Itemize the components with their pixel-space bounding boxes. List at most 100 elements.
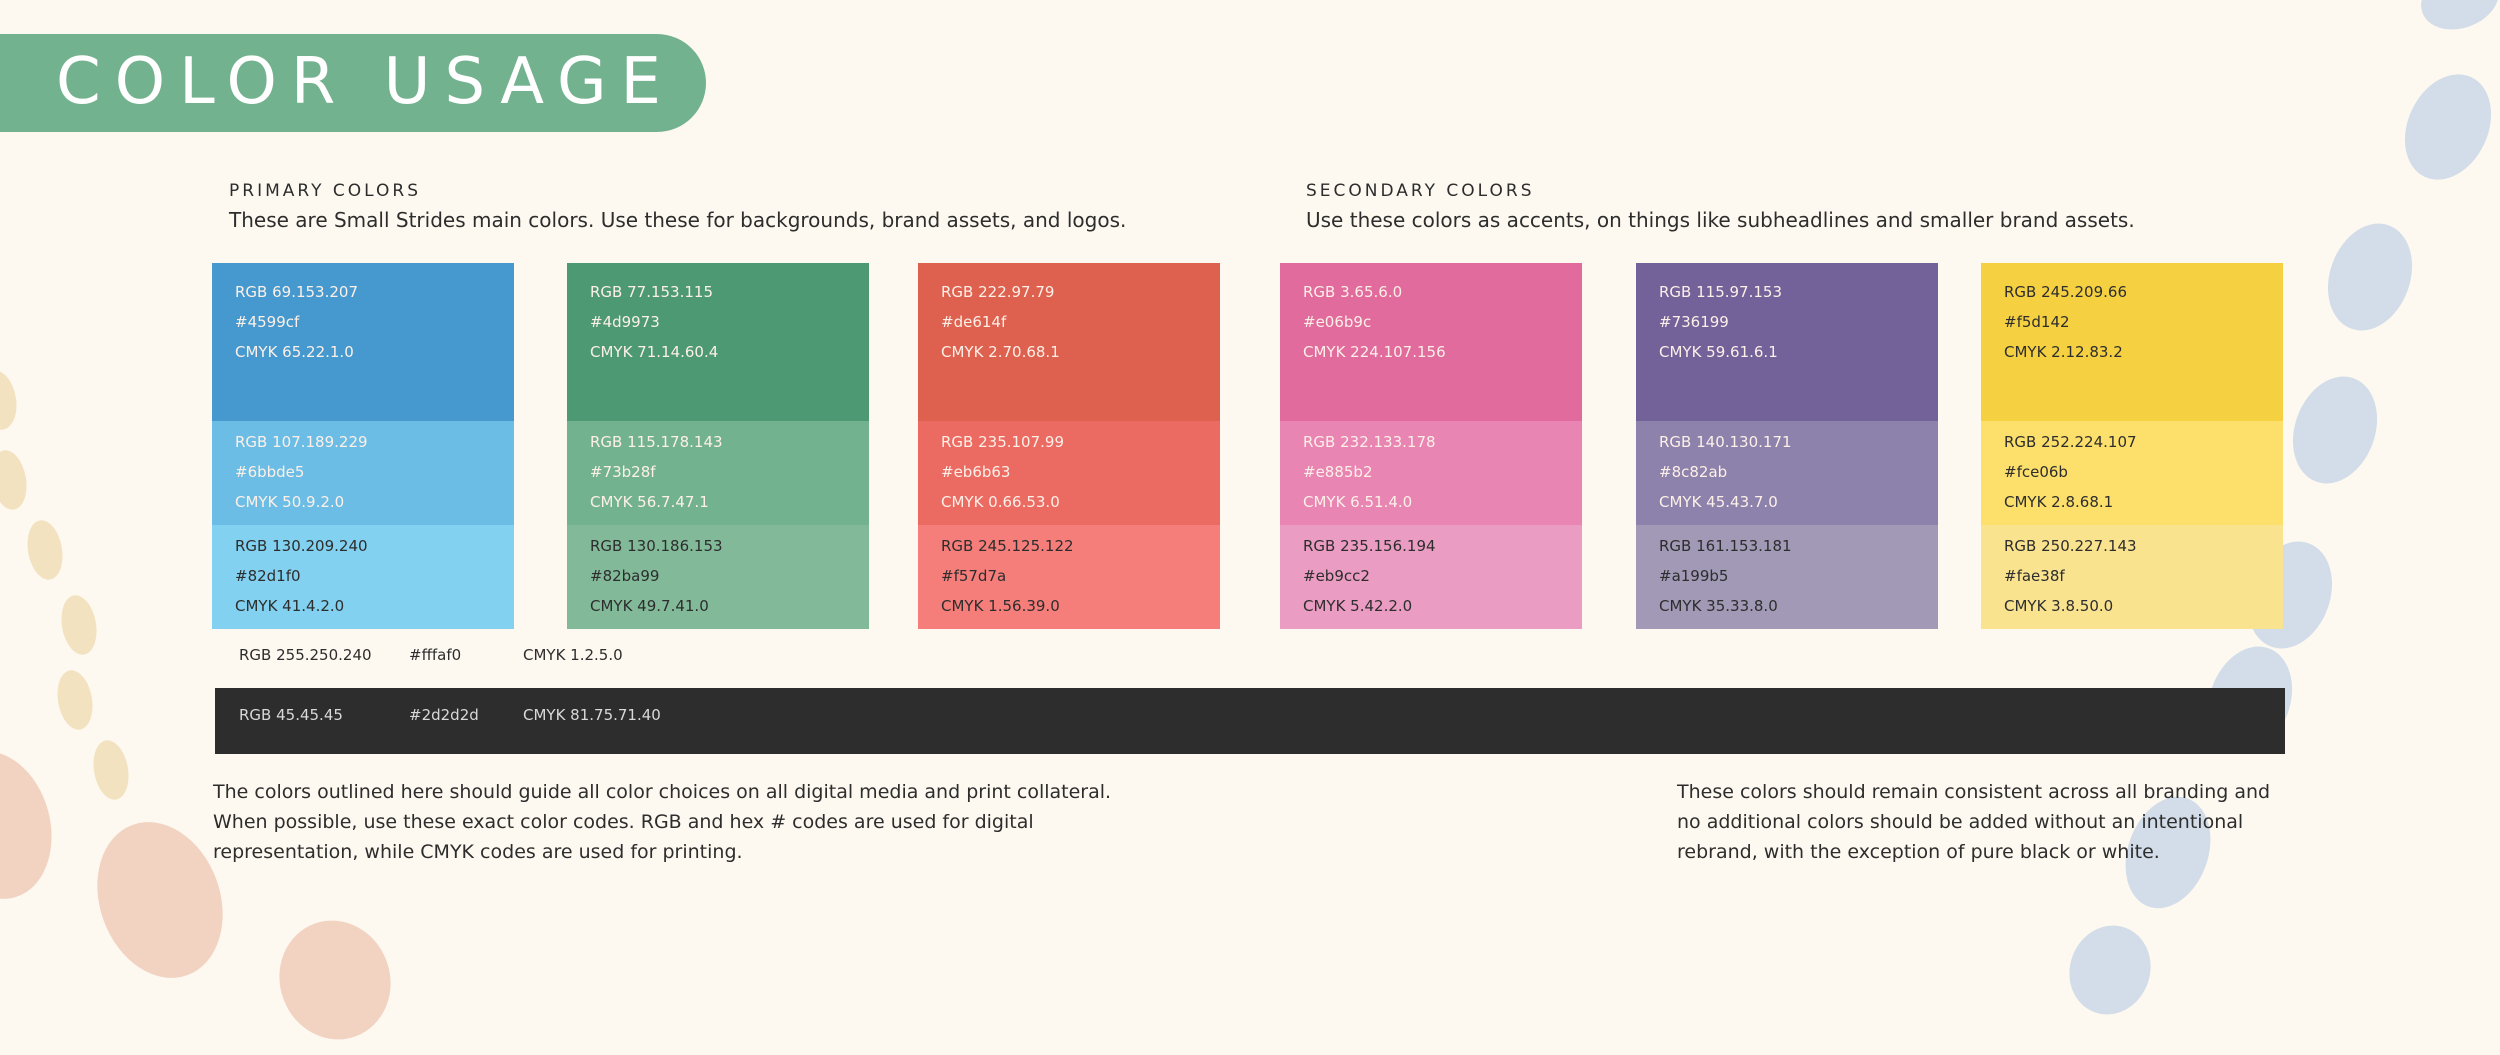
neutral-light-hex: #fffaf0	[409, 646, 462, 664]
decorative-blob	[53, 667, 97, 733]
swatch-hex-label: #eb9cc2	[1303, 567, 1370, 585]
swatch-cmyk-label: CMYK 50.9.2.0	[235, 493, 345, 511]
swatch-blue-shade-1: RGB 69.153.207 #4599cf CMYK 65.22.1.0	[212, 263, 514, 421]
swatch-rgb-label: RGB 250.227.143	[2004, 537, 2137, 555]
primary-heading: PRIMARY COLORS	[229, 181, 421, 201]
swatch-green: RGB 77.153.115 #4d9973 CMYK 71.14.60.4 RGB …	[567, 263, 869, 629]
swatch-red: RGB 222.97.79 #de614f CMYK 2.70.68.1 RGB 23…	[918, 263, 1220, 629]
swatch-rgb-label: RGB 235.107.99	[941, 433, 1064, 451]
swatch-blue-shade-3: RGB 130.209.240 #82d1f0 CMYK 41.4.2.0	[212, 525, 514, 629]
swatch-cmyk-label: CMYK 2.70.68.1	[941, 343, 1060, 361]
swatch-yellow-shade-2: RGB 252.224.107 #fce06b CMYK 2.8.68.1	[1981, 421, 2283, 525]
decorative-blob	[2388, 60, 2500, 194]
swatch-red-shade-1: RGB 222.97.79 #de614f CMYK 2.70.68.1	[918, 263, 1220, 421]
swatch-pink-shade-1: RGB 3.65.6.0 #e06b9c CMYK 224.107.156	[1280, 263, 1582, 421]
swatch-cmyk-label: CMYK 59.61.6.1	[1659, 343, 1778, 361]
neutral-light-cmyk: CMYK 1.2.5.0	[523, 646, 623, 664]
swatch-hex-label: #fae38f	[2004, 567, 2065, 585]
swatch-yellow: RGB 245.209.66 #f5d142 CMYK 2.12.83.2 RGB 2…	[1981, 263, 2283, 629]
decorative-blob	[57, 592, 101, 658]
swatch-hex-label: #6bbde5	[235, 463, 305, 481]
swatch-rgb-label: RGB 115.178.143	[590, 433, 723, 451]
swatch-hex-label: #82d1f0	[235, 567, 301, 585]
swatch-purple-shade-3: RGB 161.153.181 #a199b5 CMYK 35.33.8.0	[1636, 525, 1938, 629]
swatch-cmyk-label: CMYK 35.33.8.0	[1659, 597, 1778, 615]
swatch-purple-shade-2: RGB 140.130.171 #8c82ab CMYK 45.43.7.0	[1636, 421, 1938, 525]
swatch-hex-label: #82ba99	[590, 567, 660, 585]
swatch-hex-label: #f57d7a	[941, 567, 1007, 585]
swatch-rgb-label: RGB 252.224.107	[2004, 433, 2137, 451]
swatch-pink: RGB 3.65.6.0 #e06b9c CMYK 224.107.156 RGB 2…	[1280, 263, 1582, 629]
swatch-rgb-label: RGB 115.97.153	[1659, 283, 1782, 301]
swatch-yellow-shade-3: RGB 250.227.143 #fae38f CMYK 3.8.50.0	[1981, 525, 2283, 629]
swatch-hex-label: #fce06b	[2004, 463, 2068, 481]
swatch-purple-shade-1: RGB 115.97.153 #736199 CMYK 59.61.6.1	[1636, 263, 1938, 421]
neutral-dark-swatch: RGB 45.45.45 #2d2d2d CMYK 81.75.71.40	[215, 688, 2285, 754]
swatch-rgb-label: RGB 140.130.171	[1659, 433, 1792, 451]
swatch-cmyk-label: CMYK 1.56.39.0	[941, 597, 1060, 615]
swatch-cmyk-label: CMYK 3.8.50.0	[2004, 597, 2114, 615]
neutral-light-rgb: RGB 255.250.240	[239, 646, 372, 664]
swatch-blue-shade-2: RGB 107.189.229 #6bbde5 CMYK 50.9.2.0	[212, 421, 514, 525]
swatch-pink-shade-3: RGB 235.156.194 #eb9cc2 CMYK 5.42.2.0	[1280, 525, 1582, 629]
swatch-hex-label: #de614f	[941, 313, 1007, 331]
swatch-rgb-label: RGB 69.153.207	[235, 283, 358, 301]
swatch-rgb-label: RGB 130.186.153	[590, 537, 723, 555]
swatch-hex-label: #e885b2	[1303, 463, 1373, 481]
neutral-dark-rgb: RGB 45.45.45	[239, 706, 343, 724]
swatch-rgb-label: RGB 235.156.194	[1303, 537, 1436, 555]
swatch-rgb-label: RGB 107.189.229	[235, 433, 368, 451]
swatch-rgb-label: RGB 245.125.122	[941, 537, 1074, 555]
swatch-cmyk-label: CMYK 65.22.1.0	[235, 343, 354, 361]
primary-description: These are Small Strides main colors. Use…	[229, 208, 1127, 232]
swatch-cmyk-label: CMYK 0.66.53.0	[941, 493, 1060, 511]
swatch-hex-label: #8c82ab	[1659, 463, 1728, 481]
swatch-hex-label: #a199b5	[1659, 567, 1729, 585]
swatch-rgb-label: RGB 77.153.115	[590, 283, 713, 301]
secondary-heading: SECONDARY COLORS	[1306, 181, 1535, 201]
swatch-rgb-label: RGB 130.209.240	[235, 537, 368, 555]
swatch-cmyk-label: CMYK 49.7.41.0	[590, 597, 709, 615]
decorative-blob	[89, 737, 133, 803]
usage-note-right: These colors should remain consistent ac…	[1677, 781, 2271, 863]
swatch-hex-label: #73b28f	[590, 463, 656, 481]
swatch-rgb-label: RGB 161.153.181	[1659, 537, 1792, 555]
swatch-cmyk-label: CMYK 2.12.83.2	[2004, 343, 2123, 361]
swatch-yellow-shade-1: RGB 245.209.66 #f5d142 CMYK 2.12.83.2	[1981, 263, 2283, 421]
neutral-dark-cmyk: CMYK 81.75.71.40	[523, 706, 661, 724]
swatch-rgb-label: RGB 245.209.66	[2004, 283, 2127, 301]
swatch-cmyk-label: CMYK 56.7.47.1	[590, 493, 709, 511]
title-banner	[0, 34, 706, 132]
swatch-green-shade-1: RGB 77.153.115 #4d9973 CMYK 71.14.60.4	[567, 263, 869, 421]
swatch-hex-label: #e06b9c	[1303, 313, 1372, 331]
swatch-rgb-label: RGB 222.97.79	[941, 283, 1055, 301]
swatch-pink-shade-2: RGB 232.133.178 #e885b2 CMYK 6.51.4.0	[1280, 421, 1582, 525]
swatch-cmyk-label: CMYK 5.42.2.0	[1303, 597, 1413, 615]
swatch-hex-label: #4599cf	[235, 313, 300, 331]
decorative-blob	[2057, 914, 2163, 1026]
swatch-green-shade-2: RGB 115.178.143 #73b28f CMYK 56.7.47.1	[567, 421, 869, 525]
secondary-description: Use these colors as accents, on things l…	[1306, 208, 2135, 232]
swatch-hex-label: #eb6b63	[941, 463, 1011, 481]
swatch-green-shade-3: RGB 130.186.153 #82ba99 CMYK 49.7.41.0	[567, 525, 869, 629]
decorative-blob	[2412, 0, 2500, 40]
swatch-cmyk-label: CMYK 2.8.68.1	[2004, 493, 2114, 511]
decorative-blob	[0, 447, 31, 513]
neutral-dark-hex: #2d2d2d	[409, 706, 479, 724]
decorative-blob	[0, 738, 68, 912]
swatch-red-shade-2: RGB 235.107.99 #eb6b63 CMYK 0.66.53.0	[918, 421, 1220, 525]
swatch-hex-label: #f5d142	[2004, 313, 2070, 331]
swatch-hex-label: #736199	[1659, 313, 1729, 331]
swatch-cmyk-label: CMYK 45.43.7.0	[1659, 493, 1778, 511]
decorative-blob	[0, 367, 21, 433]
swatch-rgb-label: RGB 232.133.178	[1303, 433, 1436, 451]
swatch-cmyk-label: CMYK 224.107.156	[1303, 343, 1446, 361]
swatch-hex-label: #4d9973	[590, 313, 660, 331]
decorative-blob	[262, 904, 408, 1055]
swatch-purple: RGB 115.97.153 #736199 CMYK 59.61.6.1 RGB 1…	[1636, 263, 1938, 629]
swatch-cmyk-label: CMYK 71.14.60.4	[590, 343, 719, 361]
swatch-blue: RGB 69.153.207 #4599cf CMYK 65.22.1.0 RGB 1…	[212, 263, 514, 629]
swatch-red-shade-3: RGB 245.125.122 #f57d7a CMYK 1.56.39.0	[918, 525, 1220, 629]
usage-note-left: The colors outlined here should guide al…	[213, 781, 1112, 863]
decorative-blob	[2278, 364, 2392, 496]
